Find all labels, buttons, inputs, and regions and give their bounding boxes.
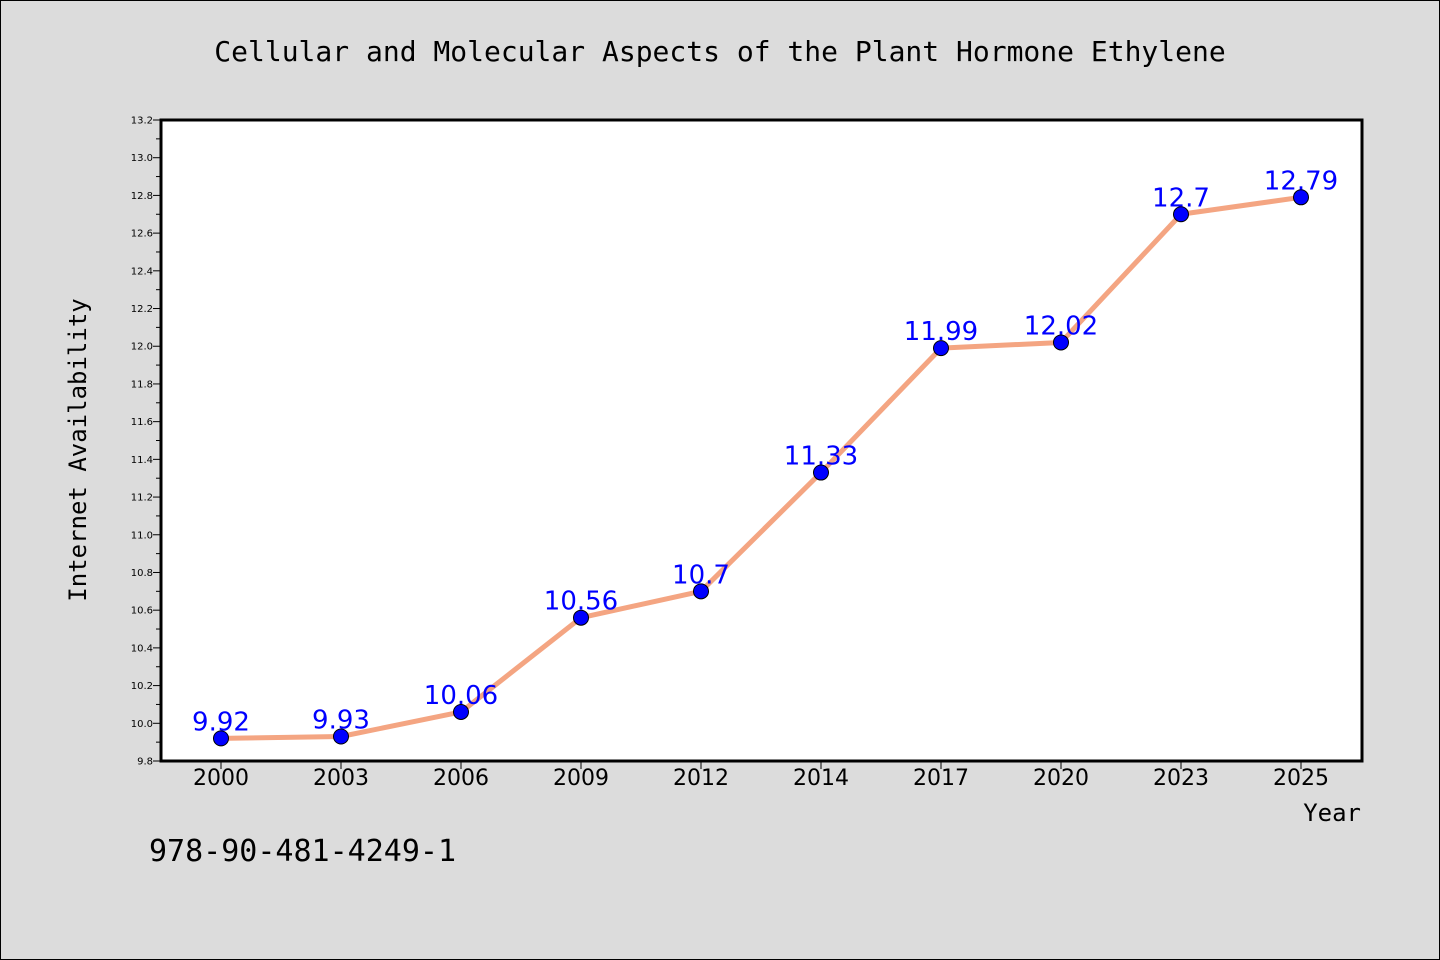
y-tick-label: 12.8 [131, 191, 153, 202]
y-tick-label: 13.2 [131, 116, 153, 127]
data-point [213, 730, 229, 747]
y-tick-label: 9.8 [137, 757, 153, 768]
data-point [453, 703, 469, 720]
data-label: 9.93 [312, 705, 370, 735]
data-point [933, 340, 949, 357]
y-tick-label: 13.0 [131, 153, 153, 164]
series-line [218, 194, 1304, 741]
y-axis: 9.8 10.0 10.2 10.4 10.6 10.8 11.0 11.2 11.4 11.6 1… [131, 116, 161, 768]
data-label: 10.56 [544, 587, 618, 617]
y-tick-label: 10.2 [131, 681, 153, 692]
data-label: 11.99 [904, 317, 978, 347]
data-point [1293, 189, 1309, 206]
y-tick-label: 11.2 [131, 493, 153, 504]
data-label: 11.33 [784, 442, 858, 472]
data-label: 9.92 [192, 707, 250, 737]
y-tick-label: 10.0 [131, 719, 153, 730]
data-point [333, 728, 349, 745]
x-tick-label: 2012 [673, 766, 729, 791]
y-tick-label: 12.6 [131, 229, 153, 240]
y-tick-label: 11.8 [131, 379, 153, 390]
data-point [693, 583, 709, 600]
data-point [1173, 206, 1189, 223]
x-axis-label: Year [1303, 799, 1361, 827]
series: 9.92 9.93 10.06 10.56 10.7 11.33 11.99 12.02 12.… [192, 166, 1338, 747]
y-tick-label: 10.4 [131, 643, 153, 654]
y-tick-label: 11.4 [131, 455, 153, 466]
plot-area [159, 118, 1364, 763]
chart-title: Cellular and Molecular Aspects of the Pl… [214, 35, 1226, 68]
x-tick-label: 2017 [913, 766, 969, 791]
x-axis: 2000 2003 2006 2009 2012 2014 2017 2020 2023 2025 [193, 761, 1329, 791]
data-label: 10.7 [672, 560, 730, 590]
x-tick-label: 2014 [793, 766, 849, 791]
x-tick-label: 2000 [193, 766, 249, 791]
data-label: 12.7 [1152, 183, 1210, 213]
x-tick-label: 2025 [1273, 766, 1329, 791]
y-tick-label: 12.0 [131, 342, 153, 353]
footer-text: 978-90-481-4249-1 [149, 834, 457, 869]
y-axis-label: Internet Availability [64, 298, 92, 601]
y-tick-label: 11.6 [131, 417, 153, 428]
x-tick-label: 2006 [433, 766, 489, 791]
data-point [573, 609, 589, 626]
data-label: 12.79 [1264, 166, 1338, 196]
y-tick-label: 12.2 [131, 304, 153, 315]
x-tick-label: 2003 [313, 766, 369, 791]
data-point [813, 464, 829, 481]
x-tick-label: 2009 [553, 766, 609, 791]
y-tick-label: 11.0 [131, 530, 153, 541]
x-tick-label: 2020 [1033, 766, 1089, 791]
y-tick-label: 12.4 [131, 266, 153, 277]
y-tick-label: 10.8 [131, 568, 153, 579]
x-tick-label: 2023 [1153, 766, 1209, 791]
data-label: 12.02 [1024, 311, 1098, 341]
y-tick-label: 10.6 [131, 606, 153, 617]
data-point [1053, 334, 1069, 351]
data-label: 10.06 [424, 681, 498, 711]
